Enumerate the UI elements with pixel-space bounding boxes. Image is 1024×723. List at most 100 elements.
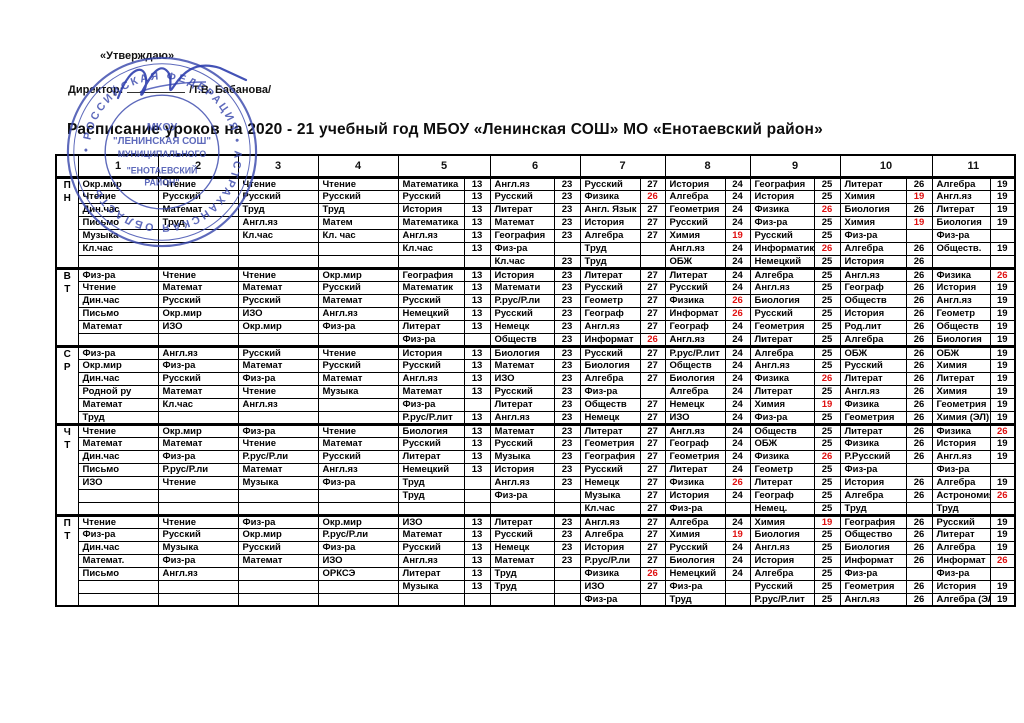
lesson-cell: Географ <box>579 306 641 321</box>
lesson-cell: Алгебра <box>664 189 726 204</box>
room-cell: 26 <box>905 241 933 256</box>
room-cell: 24 <box>724 371 751 386</box>
lesson-cell: Р.рус/Р.ли <box>157 462 239 477</box>
room-cell: 24 <box>724 175 751 191</box>
room-cell: 26 <box>813 371 841 386</box>
lesson-cell: История <box>931 280 991 295</box>
room-cell: 23 <box>553 266 581 282</box>
lesson-cell: Литерат <box>931 527 991 542</box>
lesson-cell: Физика <box>579 566 641 581</box>
lesson-cell: Физика <box>931 266 991 282</box>
lesson-cell: Англ.яз <box>489 175 555 191</box>
room-cell: 25 <box>813 462 841 477</box>
lesson-cell <box>317 241 399 256</box>
lesson-cell <box>317 332 399 347</box>
grade-header-3: 3 <box>237 154 319 178</box>
lesson-cell: Физ-ра <box>157 449 239 464</box>
room-cell: 23 <box>553 436 581 451</box>
room-cell: 19 <box>989 358 1016 373</box>
room-cell: 13 <box>463 189 491 204</box>
lesson-cell: Чтение <box>237 266 319 282</box>
room-cell: 27 <box>639 422 666 438</box>
room-cell <box>553 592 581 607</box>
lesson-cell: Немецкий <box>397 462 465 477</box>
lesson-cell: Чтение <box>237 436 319 451</box>
lesson-cell <box>317 592 399 607</box>
lesson-cell: Русский <box>664 280 726 295</box>
lesson-cell: Физ-ра <box>397 397 465 412</box>
table-row: Письмо Р.рус/Р.ли Математ Англ.яз Немецкий 13… <box>56 462 1016 477</box>
lesson-cell: Геометр <box>579 293 641 308</box>
room-cell <box>639 254 666 269</box>
room-cell: 25 <box>813 501 841 516</box>
lesson-cell: Дин.час <box>77 202 159 217</box>
lesson-cell <box>157 579 239 594</box>
lesson-cell: Англ.яз <box>317 306 399 321</box>
lesson-cell: История <box>579 215 641 230</box>
lesson-cell: Математ <box>489 215 555 230</box>
lesson-cell: Р.Русский <box>839 449 907 464</box>
lesson-cell: Музыка <box>489 449 555 464</box>
room-cell <box>905 462 933 477</box>
table-row: Музыка Кл.час Кл. час Англ.яз 13 География 23… <box>56 228 1016 243</box>
room-cell <box>463 488 491 503</box>
lesson-cell: Р.рус/Р.лит <box>749 592 815 607</box>
lesson-cell <box>317 488 399 503</box>
room-cell <box>463 254 491 269</box>
lesson-cell: Географ <box>749 488 815 503</box>
grade-header-10: 10 <box>839 154 933 178</box>
lesson-cell: Биология <box>839 540 907 555</box>
lesson-cell: Математ <box>237 280 319 295</box>
room-cell: 26 <box>905 332 933 347</box>
lesson-cell: Физ-ра <box>237 422 319 438</box>
lesson-cell <box>77 332 159 347</box>
lesson-cell: Литерат <box>931 371 991 386</box>
room-cell: 26 <box>905 202 933 217</box>
lesson-cell: История <box>579 540 641 555</box>
lesson-cell: Музыка <box>317 384 399 399</box>
room-cell <box>553 566 581 581</box>
table-row: Дин.час Русский Физ-ра Математ Англ.яз 13 ИЗО 2… <box>56 371 1016 386</box>
lesson-cell: Химия <box>839 215 907 230</box>
lesson-cell <box>237 579 319 594</box>
lesson-cell: Геометрия <box>931 397 991 412</box>
room-cell <box>553 579 581 594</box>
lesson-cell: Биология <box>931 332 991 347</box>
room-cell: 27 <box>639 449 666 464</box>
lesson-cell: Физ-ра <box>237 371 319 386</box>
lesson-cell: Математ <box>157 384 239 399</box>
lesson-cell: Химия <box>749 513 815 529</box>
room-cell: 26 <box>905 397 933 412</box>
lesson-cell: Чтение <box>237 384 319 399</box>
lesson-cell: Физика <box>839 436 907 451</box>
lesson-cell: ИЗО <box>664 410 726 425</box>
lesson-cell: Информатика <box>749 241 815 256</box>
table-row: Кл.час 27 Физ-ра Немец. 25 Труд Труд <box>56 501 1016 516</box>
lesson-cell: Биология <box>397 422 465 438</box>
lesson-cell: Математ. <box>77 553 159 568</box>
lesson-cell: Немецкий <box>749 254 815 269</box>
lesson-cell: Русский <box>317 358 399 373</box>
table-row: Дин.час Физ-ра Р.рус/Р.ли Русский Литерат 13 М… <box>56 449 1016 464</box>
room-cell: 19 <box>989 189 1016 204</box>
lesson-cell: История <box>839 475 907 490</box>
lesson-cell: Труд <box>839 501 907 516</box>
room-cell: 19 <box>989 527 1016 542</box>
lesson-cell: Письмо <box>77 306 159 321</box>
room-cell: 13 <box>463 410 491 425</box>
room-cell <box>989 228 1016 243</box>
table-row: Математ. Физ-ра Математ ИЗО Англ.яз 13 Математ… <box>56 553 1016 568</box>
lesson-cell <box>237 592 319 607</box>
room-cell: 26 <box>989 266 1016 282</box>
room-cell: 13 <box>463 579 491 594</box>
lesson-cell <box>317 579 399 594</box>
lesson-cell: Физ-ра <box>749 410 815 425</box>
room-cell: 24 <box>724 358 751 373</box>
lesson-cell: ОРКСЭ <box>317 566 399 581</box>
lesson-cell: Англ.яз <box>749 280 815 295</box>
room-cell: 26 <box>905 410 933 425</box>
lesson-cell <box>157 254 239 269</box>
room-cell: 13 <box>463 344 491 360</box>
lesson-cell: Англ.яз <box>317 462 399 477</box>
lesson-cell: Русский <box>317 280 399 295</box>
